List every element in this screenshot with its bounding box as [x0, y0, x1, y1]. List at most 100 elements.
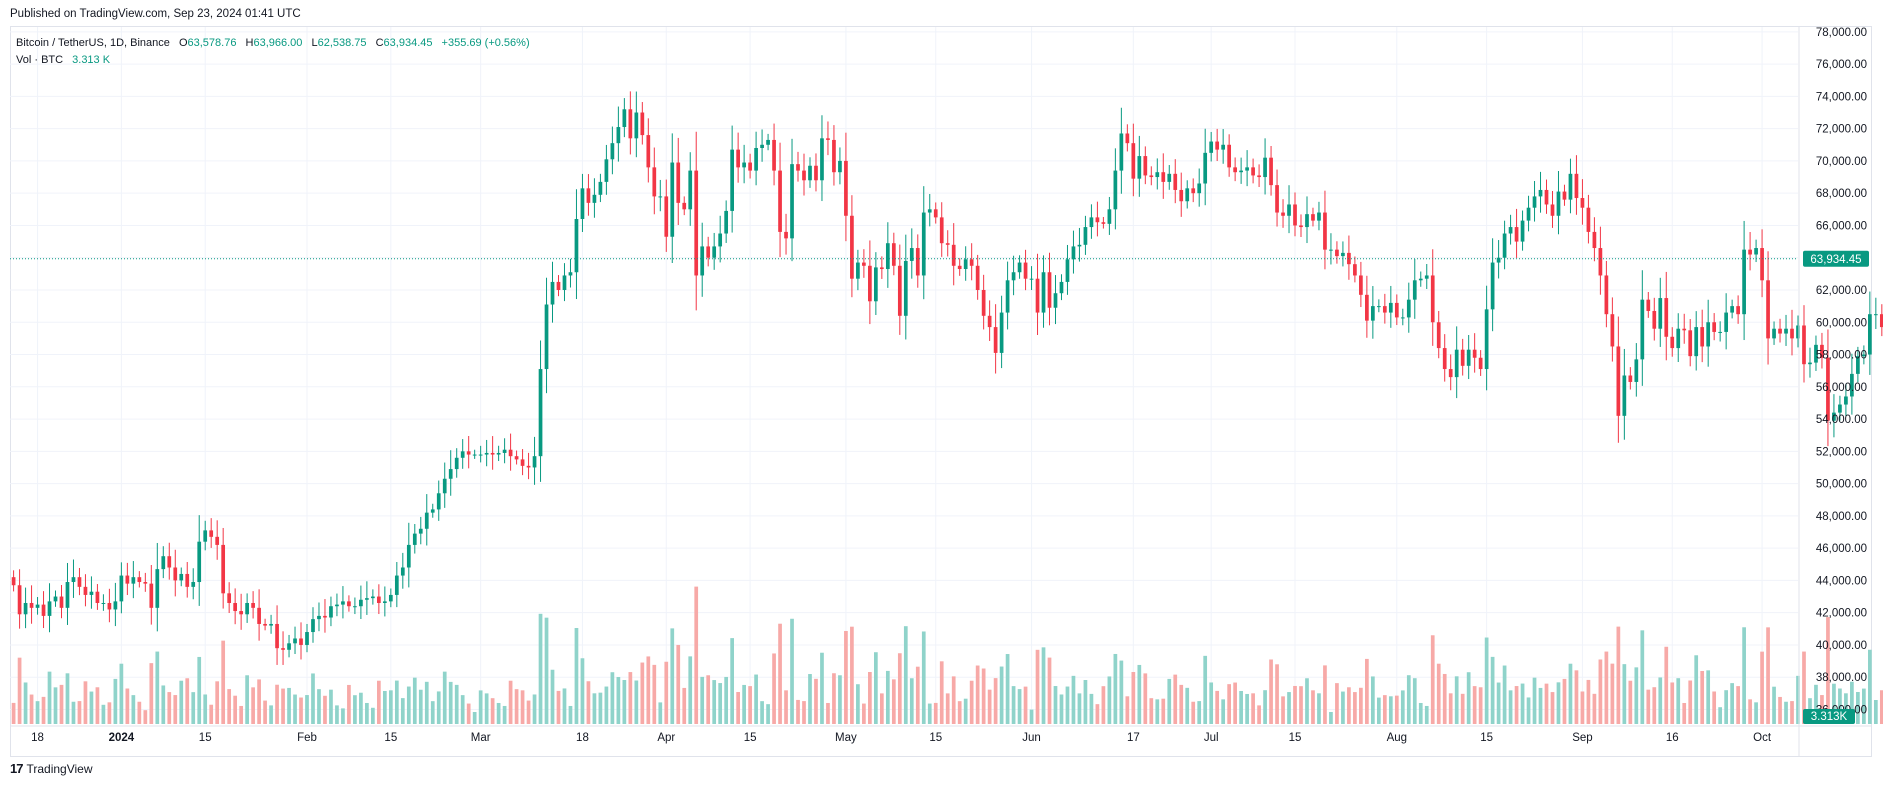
volume-bar — [598, 692, 603, 724]
volume-bar — [466, 703, 471, 724]
candle-body — [856, 262, 860, 279]
volume-bar — [442, 671, 447, 724]
volume-bar — [1556, 682, 1561, 724]
candle-body — [652, 167, 657, 197]
candle-body — [1640, 299, 1645, 360]
volume-bar — [1359, 687, 1363, 724]
candle-body — [1496, 257, 1501, 263]
y-tick-label: 58,000.00 — [1816, 350, 1867, 362]
candle-body — [676, 162, 681, 203]
volume-bar — [850, 626, 854, 724]
volume-bar — [1197, 701, 1202, 724]
volume-bar — [1185, 687, 1190, 724]
candle-body — [23, 602, 28, 615]
volume-bar — [1664, 646, 1669, 724]
candle-body — [1490, 262, 1495, 310]
candle-body — [287, 643, 291, 650]
candle-body — [1089, 217, 1094, 228]
volume-bar — [945, 693, 950, 724]
candle-body — [1844, 396, 1848, 405]
candle-body — [616, 127, 621, 144]
volume-bar — [65, 673, 70, 724]
volume-bar — [652, 664, 657, 724]
volume-bar — [161, 685, 166, 724]
volume-bar — [460, 695, 465, 724]
candle-body — [1406, 299, 1411, 318]
volume-bar — [1586, 679, 1591, 724]
volume-bar — [101, 704, 106, 724]
candle-body — [191, 582, 196, 587]
volume-bar — [263, 700, 267, 724]
volume-bar — [1760, 651, 1764, 724]
candle-body — [1862, 354, 1866, 357]
candle-body — [1215, 141, 1220, 150]
x-tick-label: Aug — [1387, 732, 1407, 744]
candle-body — [1574, 173, 1579, 199]
candle-body — [173, 567, 178, 581]
volume-bar — [371, 707, 375, 724]
candle-body — [712, 246, 717, 258]
candle-body — [1538, 189, 1543, 197]
x-tick-label: 2024 — [109, 732, 135, 744]
chart-frame[interactable] — [10, 26, 1872, 757]
candle-body — [891, 243, 896, 266]
candle-body — [41, 604, 46, 616]
candle-body — [269, 623, 273, 626]
volume-bar — [317, 689, 321, 724]
volume-bar — [808, 674, 812, 724]
candle-body — [634, 112, 639, 139]
candle-body — [1065, 259, 1070, 282]
volume-bar — [736, 692, 740, 724]
volume-bar — [1388, 696, 1393, 724]
legend-low-label: L — [311, 37, 318, 49]
candle-body — [1748, 249, 1752, 255]
volume-bar — [718, 683, 723, 724]
candle-body — [748, 162, 752, 171]
volume-bar — [185, 678, 190, 724]
candle-body — [167, 556, 172, 568]
x-tick-label: 15 — [1480, 732, 1493, 744]
volume-bar — [1263, 690, 1267, 724]
volume-bar — [388, 690, 393, 724]
candle-body — [514, 456, 519, 460]
y-tick-label: 42,000.00 — [1816, 608, 1867, 620]
candle-body — [424, 512, 429, 529]
candle-body — [1838, 404, 1842, 413]
volume-bar — [1873, 700, 1878, 724]
candle-body — [1311, 214, 1315, 221]
candle-body — [520, 459, 525, 466]
candle-body — [125, 575, 130, 584]
volume-bar — [484, 693, 489, 724]
candle-body — [1664, 298, 1669, 337]
candle-body — [544, 304, 549, 370]
volume-bar — [1562, 678, 1567, 724]
volume-bar — [47, 671, 52, 724]
x-tick-label: 18 — [31, 732, 44, 744]
candle-body — [1077, 244, 1082, 247]
candle-body — [1568, 173, 1573, 200]
candle-body — [275, 623, 279, 649]
volume-bar — [1149, 698, 1154, 724]
volume-bar — [1682, 702, 1687, 724]
candle-body — [1335, 249, 1339, 257]
volume-bar — [532, 694, 537, 724]
volume-bar — [1784, 701, 1788, 724]
volume-bar — [1035, 649, 1040, 724]
volume-bar — [83, 681, 88, 724]
candle-body — [1101, 222, 1106, 224]
y-tick-label: 54,000.00 — [1816, 414, 1867, 426]
legend-price-row: Bitcoin / TetherUS, 1D, Binance O63,578.… — [16, 35, 530, 52]
volume-bar — [1574, 670, 1579, 724]
candle-body — [903, 260, 908, 316]
tradingview-logo[interactable]: 17 TradingView — [10, 761, 93, 776]
candle-body — [1778, 328, 1782, 334]
volume-bar — [616, 677, 621, 724]
volume-bar — [706, 675, 711, 724]
candle-body — [1484, 309, 1489, 370]
volume-bar — [1610, 663, 1615, 724]
candle-body — [35, 604, 40, 608]
candle-body — [1646, 299, 1651, 311]
volume-bar — [215, 681, 220, 724]
candle-body — [1604, 275, 1609, 315]
